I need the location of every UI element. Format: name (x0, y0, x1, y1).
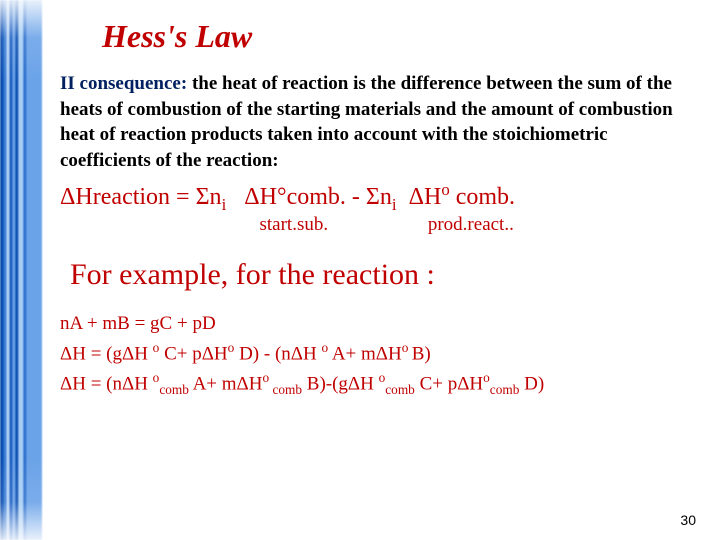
slide-left-stripe (0, 0, 42, 540)
equation-1: nA + mB = gC + pD (60, 310, 700, 338)
page-number: 30 (680, 512, 696, 528)
equation-2: ΔH = (gΔH o C+ pΔHo D) - (nΔH o A+ mΔHo … (60, 338, 700, 368)
example-heading: For example, for the reaction : (70, 258, 700, 292)
formula-main: ΔHreaction = Σni ΔH°comb. - Σni ΔHo comb… (60, 180, 700, 215)
slide-content: Hess's Law II consequence: the heat of r… (60, 0, 700, 540)
consequence-lead: II consequence: (60, 73, 192, 94)
slide-title: Hess's Law (102, 18, 700, 55)
equation-3: ΔH = (nΔH ocomb A+ mΔHo comb B)-(gΔH oco… (60, 368, 700, 399)
consequence-paragraph: II consequence: the heat of reaction is … (60, 71, 700, 174)
formula-labels: start.sub. prod.react.. (60, 214, 700, 236)
